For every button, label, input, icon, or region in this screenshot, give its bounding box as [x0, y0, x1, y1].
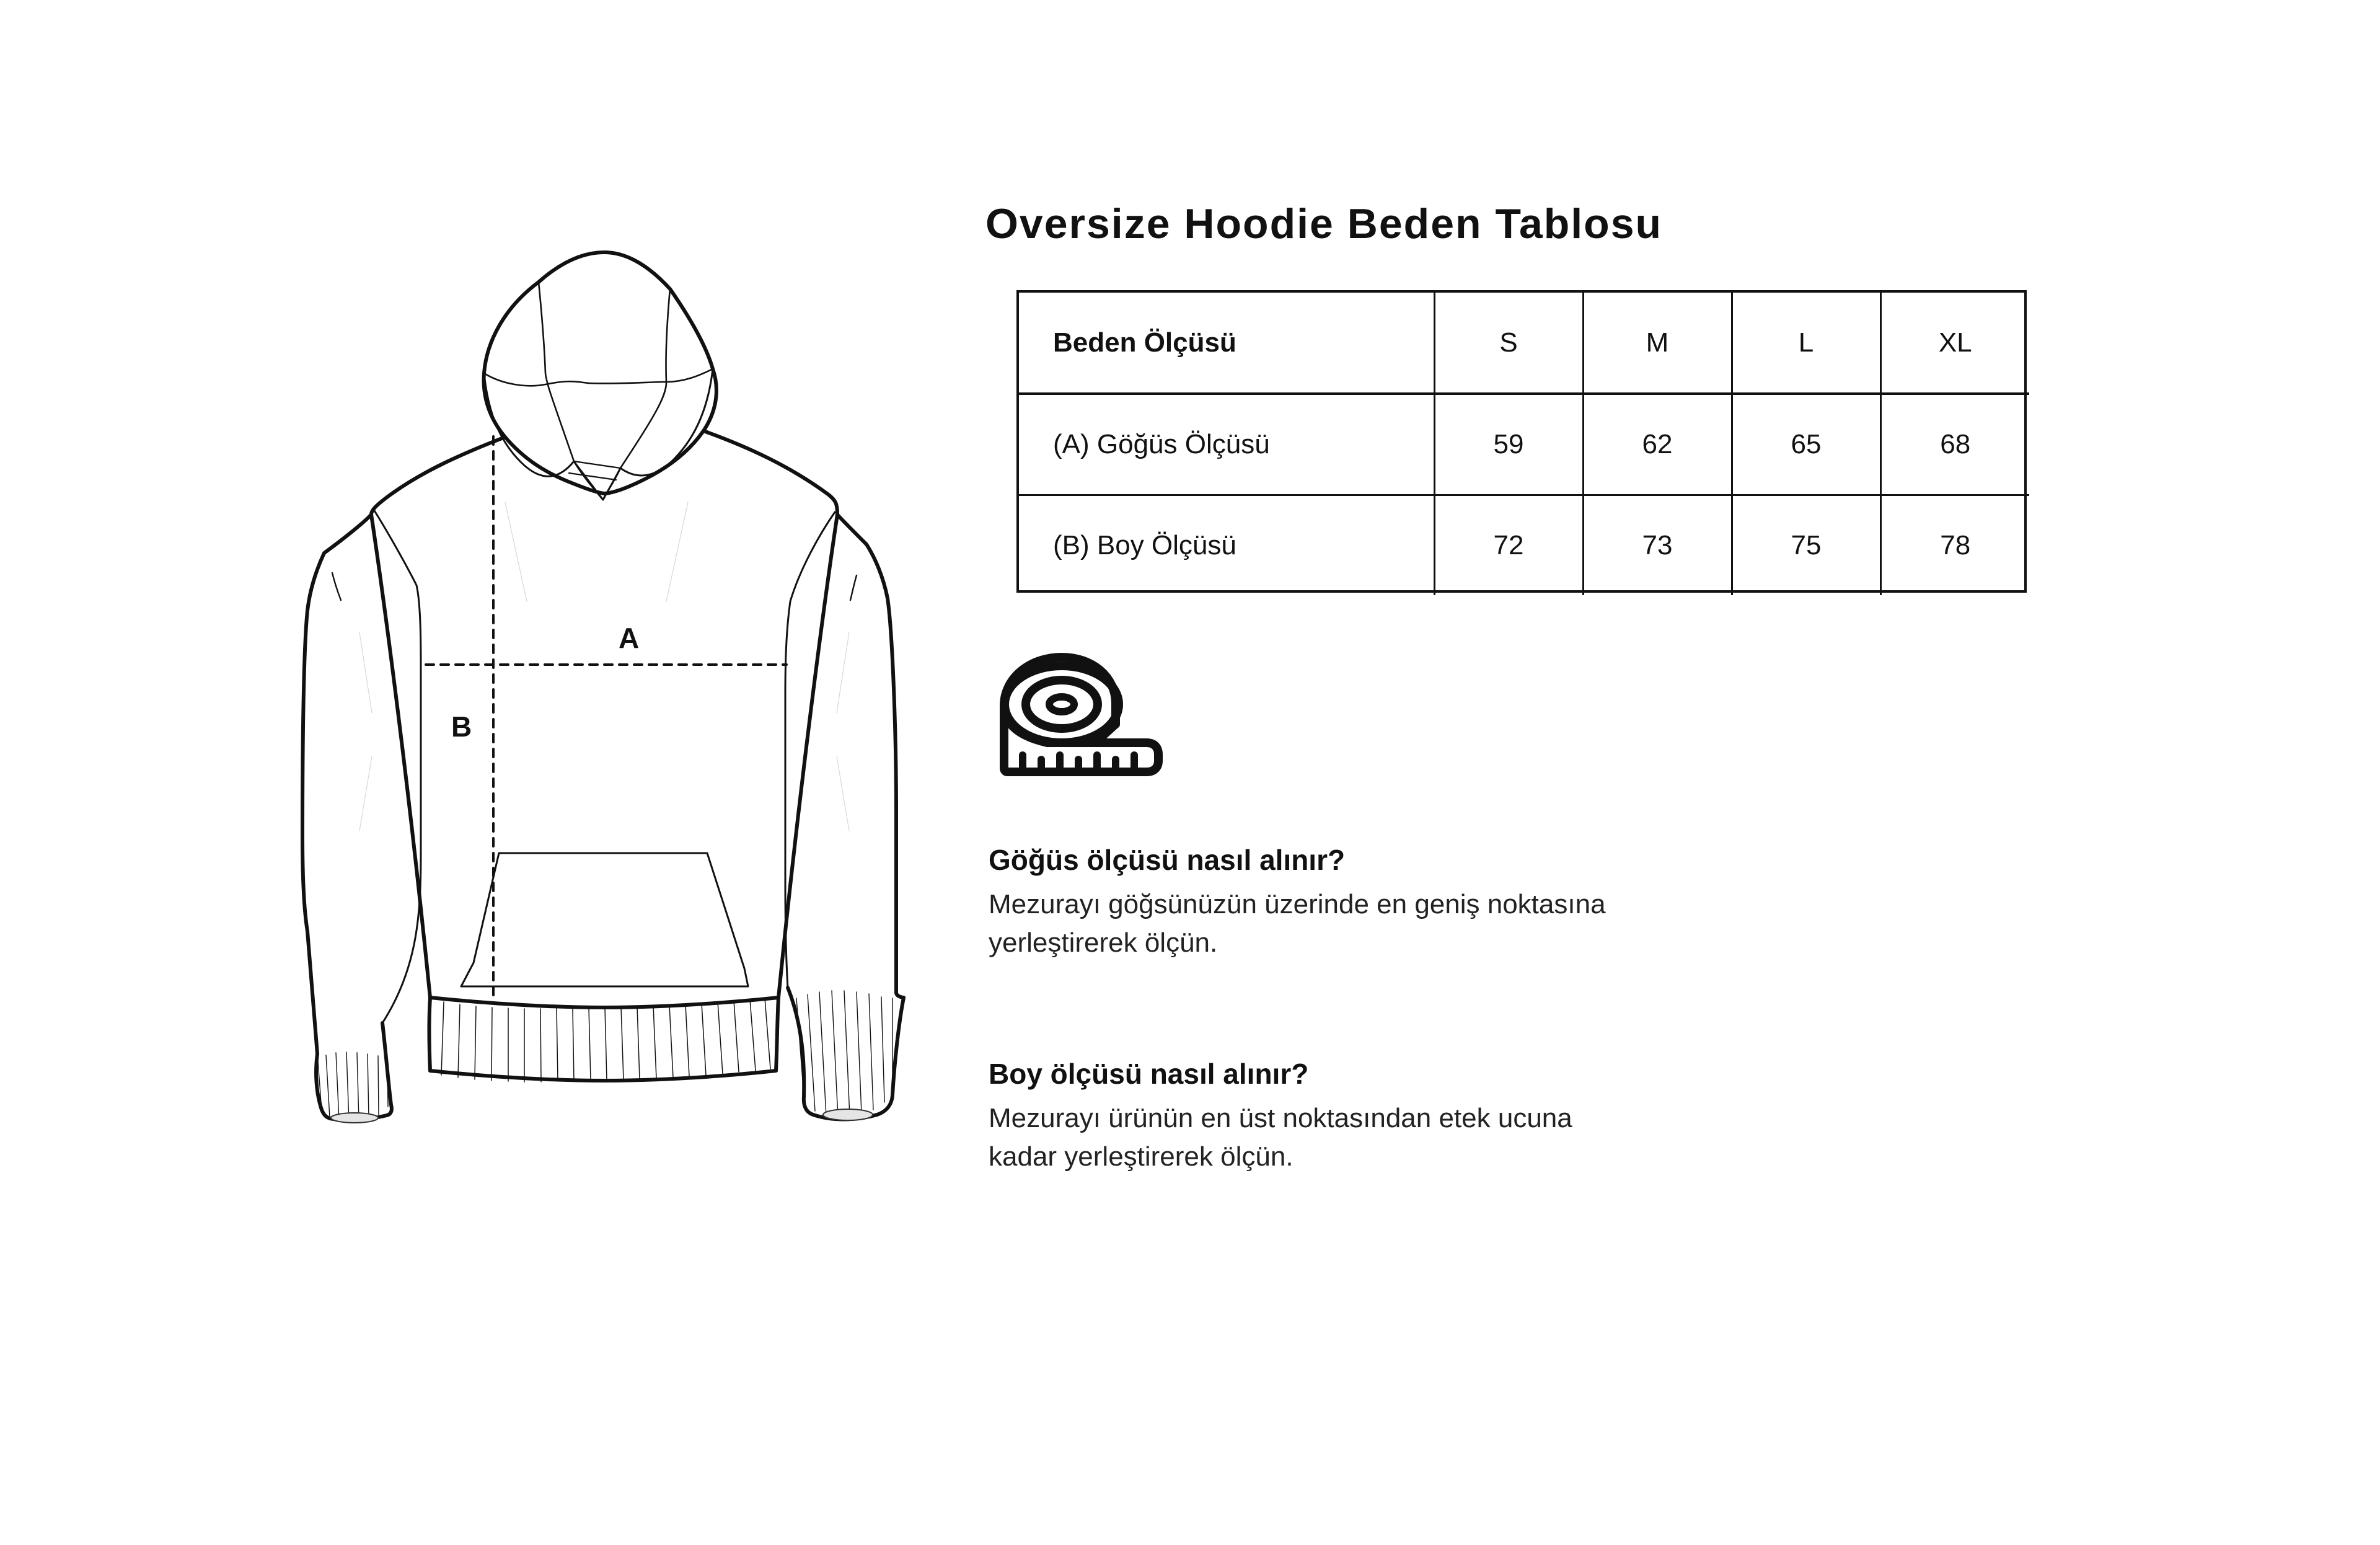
svg-text:B: B — [451, 711, 472, 743]
svg-text:A: A — [619, 622, 639, 654]
